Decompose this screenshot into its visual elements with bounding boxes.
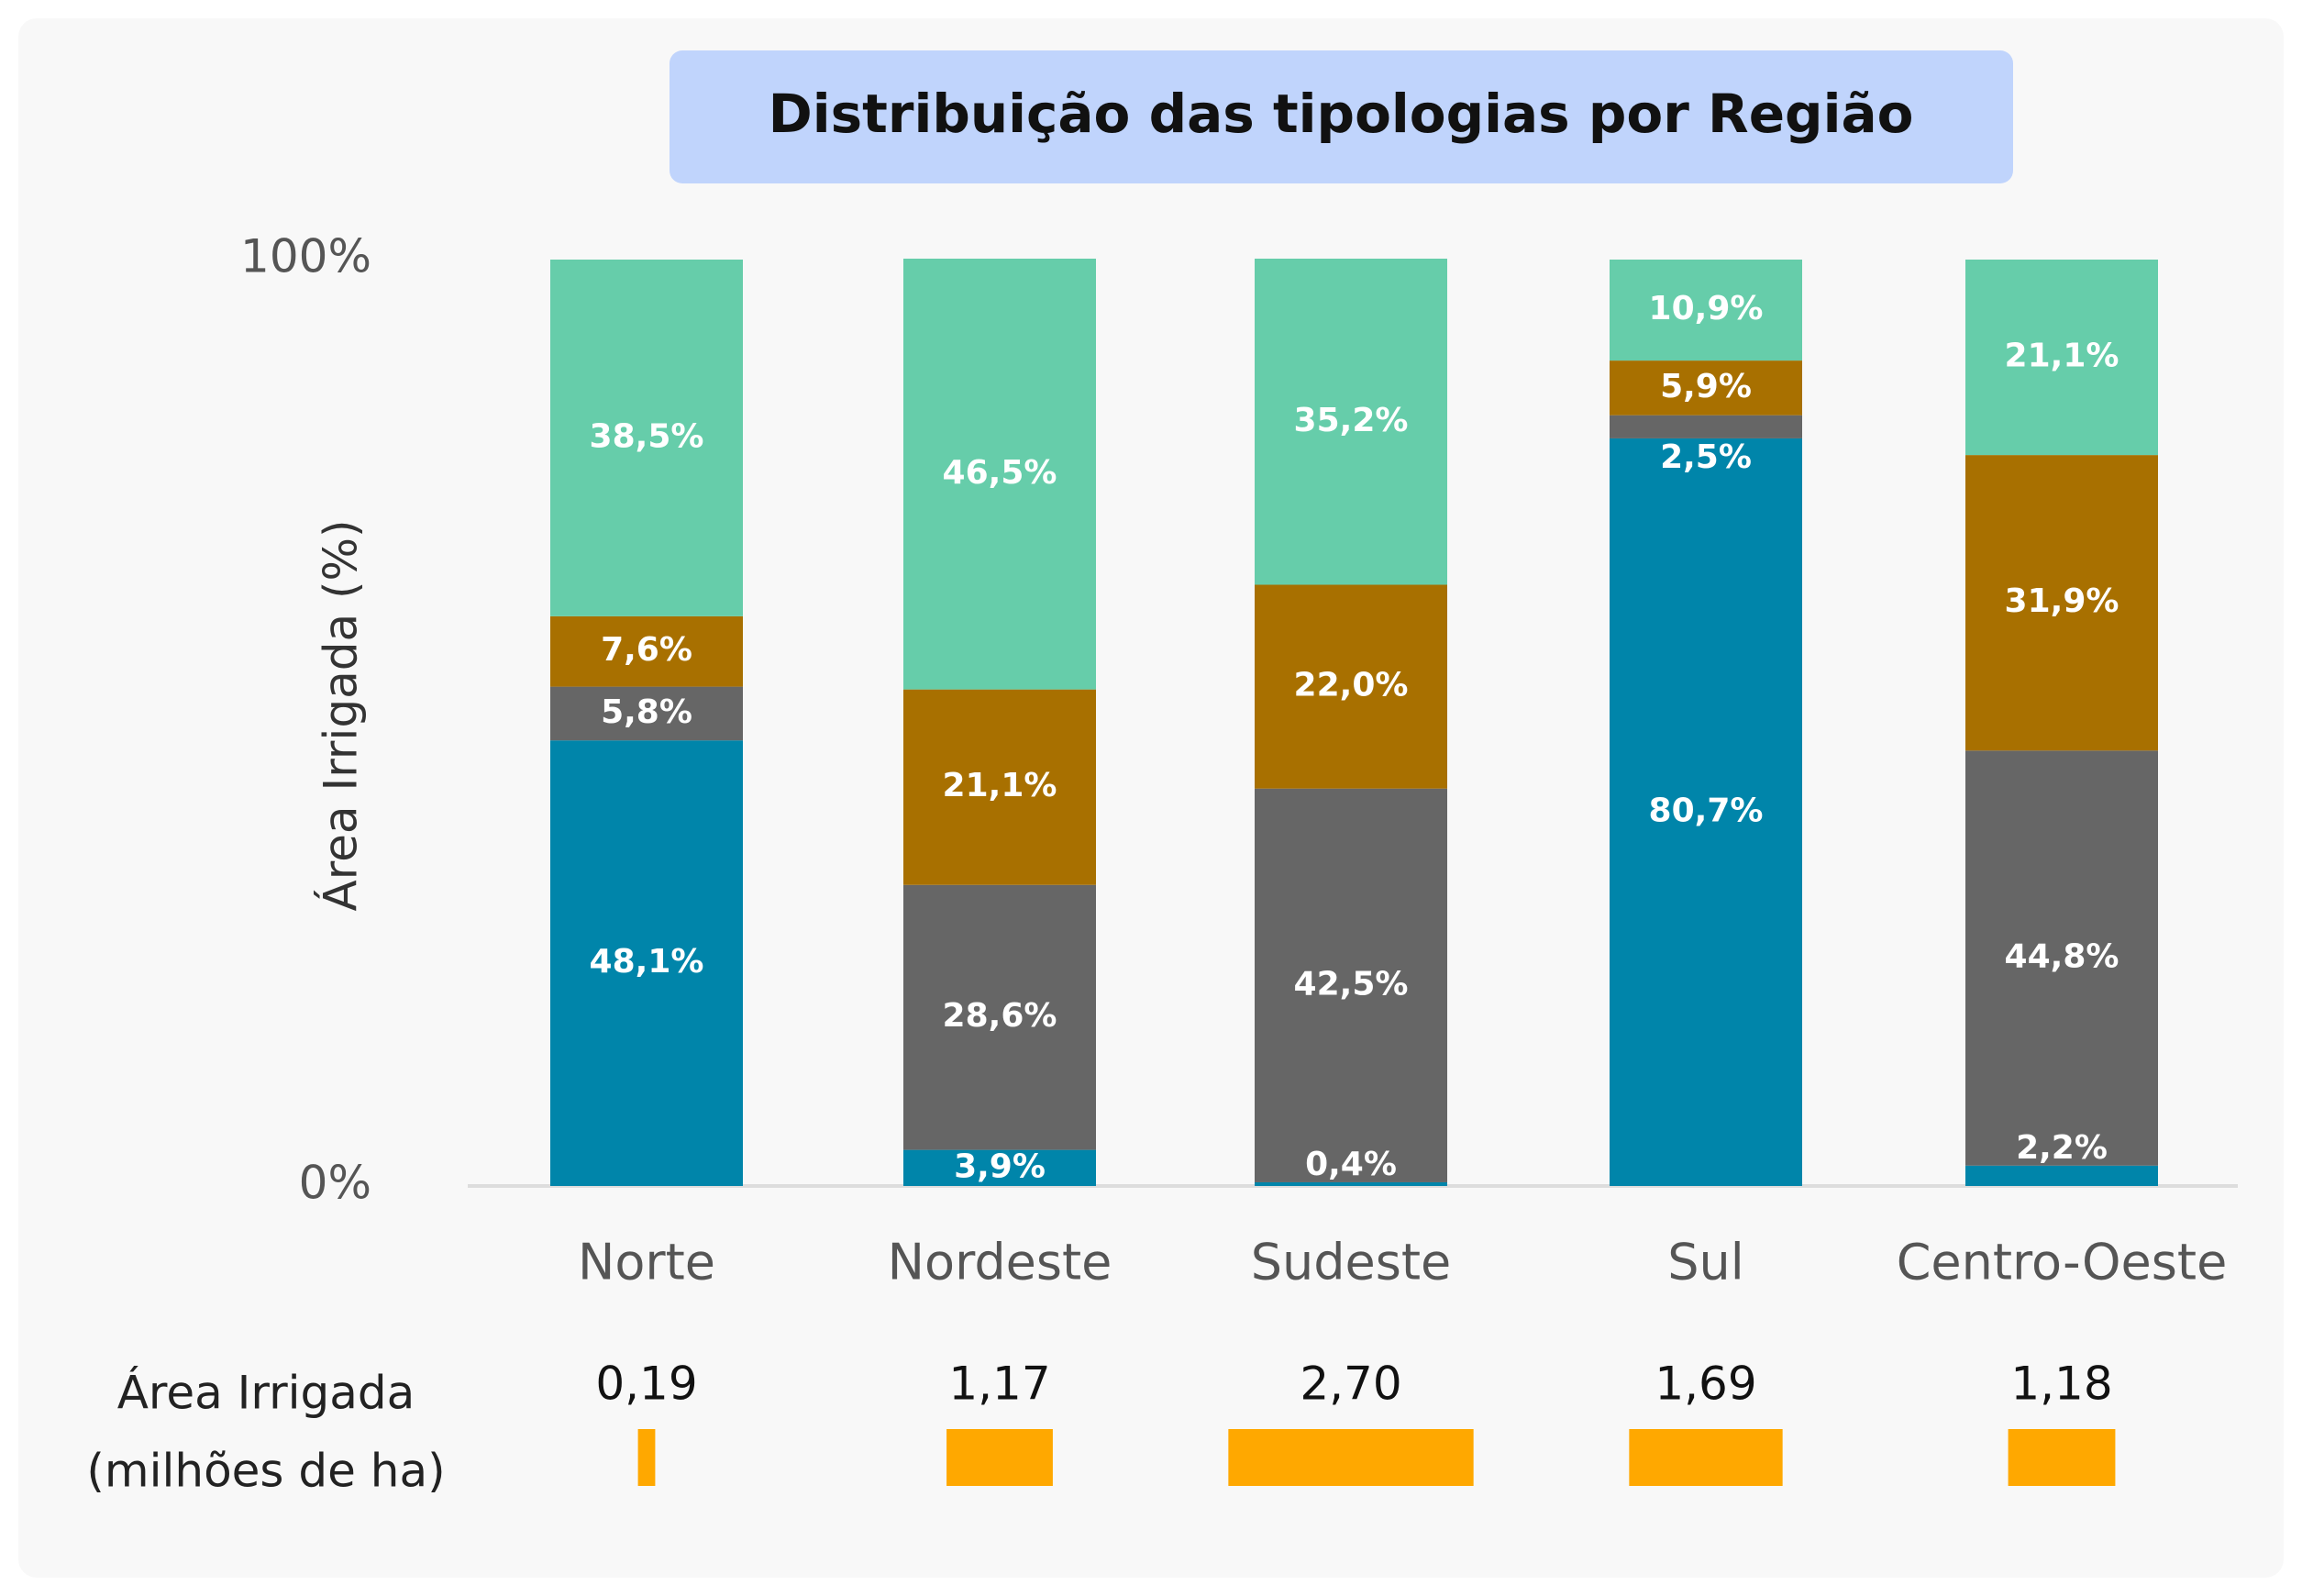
bar-segment bbox=[903, 1149, 1096, 1186]
value-label: 35,2% bbox=[1294, 402, 1409, 439]
x-tick-label: Sudeste bbox=[1251, 1234, 1452, 1291]
x-tick-label: Sul bbox=[1667, 1234, 1744, 1291]
value-label: 38,5% bbox=[590, 417, 704, 455]
bar-segment bbox=[1255, 788, 1447, 1182]
area-bar bbox=[1629, 1429, 1783, 1486]
value-label: 10,9% bbox=[1649, 290, 1764, 327]
area-row-label: Área Irrigada bbox=[117, 1366, 415, 1420]
area-bar bbox=[2008, 1429, 2116, 1486]
area-bar bbox=[637, 1429, 656, 1486]
x-tick-label: Nordeste bbox=[888, 1234, 1112, 1291]
bar-segment bbox=[1610, 438, 1802, 1186]
bar-segment bbox=[1965, 455, 2158, 751]
area-row-label: (milhões de ha) bbox=[86, 1445, 445, 1498]
area-value-label: 1,17 bbox=[948, 1358, 1050, 1411]
bar-segment bbox=[1255, 1181, 1447, 1186]
value-label: 2,2% bbox=[2016, 1129, 2108, 1167]
value-label: 2,5% bbox=[1660, 438, 1752, 476]
title-box bbox=[670, 50, 2013, 183]
value-label: 44,8% bbox=[2005, 938, 2119, 976]
value-label: 80,7% bbox=[1649, 792, 1764, 829]
bar-segment bbox=[550, 615, 743, 687]
bar-segment bbox=[1610, 415, 1802, 438]
bar-segment bbox=[1255, 584, 1447, 789]
area-bar bbox=[946, 1429, 1053, 1486]
bar-segment bbox=[1610, 360, 1802, 416]
bar-segment bbox=[550, 686, 743, 741]
y-axis-label: Área Irrigada (%) bbox=[314, 519, 368, 911]
value-label: 5,9% bbox=[1660, 368, 1752, 405]
value-label: 31,9% bbox=[2005, 582, 2119, 620]
x-tick-label: Norte bbox=[578, 1234, 715, 1291]
value-label: 7,6% bbox=[601, 631, 692, 669]
bar-segment bbox=[1965, 1165, 2158, 1186]
bar-segment bbox=[1965, 750, 2158, 1166]
area-value-label: 2,70 bbox=[1300, 1358, 1401, 1411]
bar-segment bbox=[550, 260, 743, 616]
x-tick-label: Centro-Oeste bbox=[1897, 1234, 2228, 1291]
chart-title: Distribuição das tipologias por Região bbox=[769, 83, 1914, 145]
area-value-label: 0,19 bbox=[595, 1358, 697, 1411]
bar-segment bbox=[903, 884, 1096, 1150]
area-value-label: 1,18 bbox=[2010, 1358, 2112, 1411]
value-label: 5,8% bbox=[601, 693, 692, 731]
value-label: 22,0% bbox=[1294, 667, 1409, 704]
bar-segment bbox=[903, 258, 1096, 690]
area-bar bbox=[1228, 1429, 1474, 1486]
bar-segment bbox=[1255, 258, 1447, 585]
value-label: 3,9% bbox=[954, 1147, 1046, 1185]
y-tick-label: 100% bbox=[240, 230, 371, 283]
y-tick-label: 0% bbox=[299, 1157, 371, 1210]
value-label: 42,5% bbox=[1294, 965, 1409, 1003]
value-label: 28,6% bbox=[943, 997, 1057, 1035]
bar-segment bbox=[550, 740, 743, 1186]
bar-segment bbox=[1610, 260, 1802, 361]
area-value-label: 1,69 bbox=[1655, 1358, 1756, 1411]
bar-segment bbox=[1965, 260, 2158, 456]
value-label: 46,5% bbox=[943, 454, 1057, 492]
value-label: 21,1% bbox=[2005, 338, 2119, 375]
value-label: 21,1% bbox=[943, 767, 1057, 804]
value-label: 0,4% bbox=[1305, 1146, 1397, 1183]
value-label: 48,1% bbox=[590, 943, 704, 981]
bar-segment bbox=[903, 689, 1096, 885]
